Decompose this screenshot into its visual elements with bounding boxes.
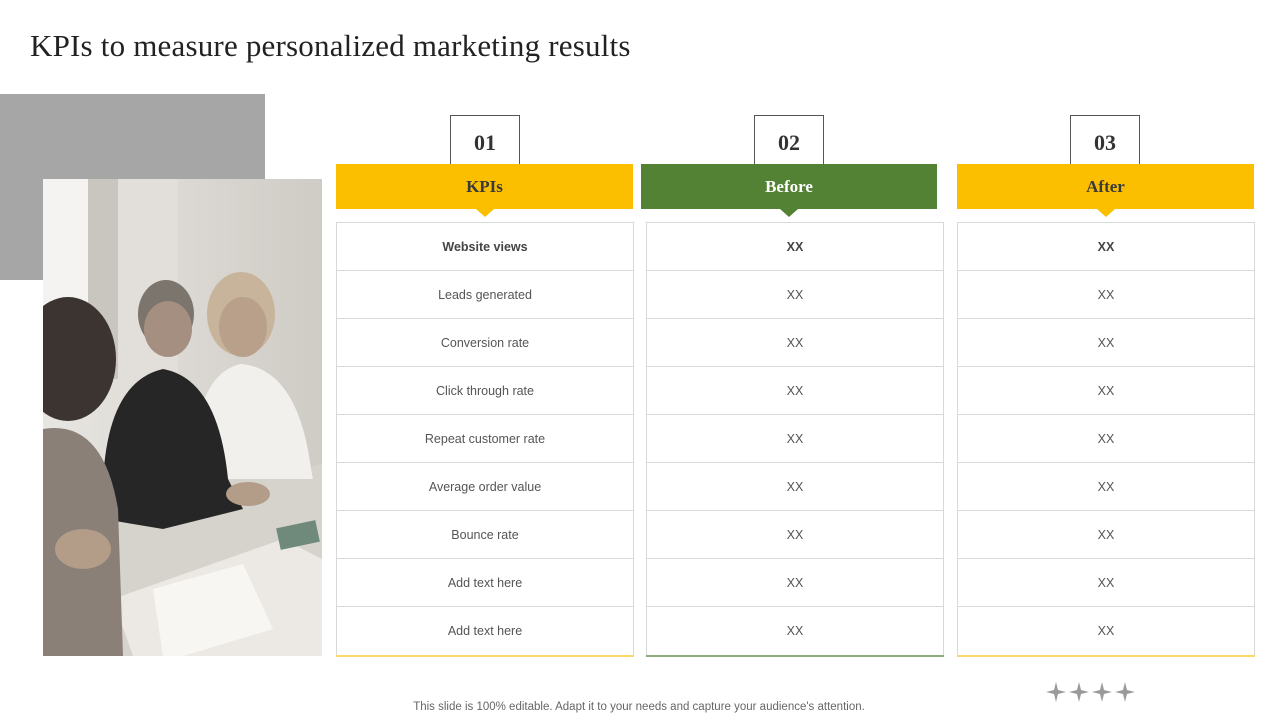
table-cell: XX bbox=[647, 415, 943, 463]
table-cell: XX bbox=[647, 223, 943, 271]
table-cell: XX bbox=[958, 463, 1254, 511]
column-number-03: 03 bbox=[1070, 115, 1140, 164]
sparkle-star-icon bbox=[1069, 682, 1089, 702]
sparkle-star-icon bbox=[1115, 682, 1135, 702]
table-cell: XX bbox=[647, 559, 943, 607]
business-meeting-photo bbox=[43, 179, 322, 656]
column-header-after: After bbox=[957, 164, 1254, 217]
table-cell: XX bbox=[647, 463, 943, 511]
table-cell: XX bbox=[958, 415, 1254, 463]
kpis-list: Website views Leads generated Conversion… bbox=[336, 222, 634, 656]
table-cell: Conversion rate bbox=[337, 319, 633, 367]
table-cell: Add text here bbox=[447, 624, 523, 638]
sparkle-star-icon bbox=[1092, 682, 1112, 702]
slide-title: KPIs to measure personalized marketing r… bbox=[30, 28, 631, 63]
footer-text: This slide is 100% editable. Adapt it to… bbox=[413, 701, 865, 713]
table-cell: XX bbox=[958, 367, 1254, 415]
table-cell: XX bbox=[647, 319, 943, 367]
column-number-01: 01 bbox=[450, 115, 520, 164]
table-cell: XX bbox=[647, 271, 943, 319]
table-cell: Average order value bbox=[337, 463, 633, 511]
footer-note: This slide is 100% editable. Adapt it to… bbox=[0, 701, 1280, 713]
column-bottom-line bbox=[646, 655, 944, 657]
column-number-02: 02 bbox=[754, 115, 824, 164]
table-cell: Website views bbox=[337, 223, 633, 271]
table-cell: Bounce rate bbox=[337, 511, 633, 559]
table-cell: Repeat customer rate bbox=[337, 415, 633, 463]
table-cell: XX bbox=[958, 223, 1254, 271]
table-cell: XX bbox=[647, 367, 943, 415]
after-list: XX XX XX XX XX XX XX XX XX bbox=[957, 222, 1255, 656]
table-cell: Leads generated bbox=[337, 271, 633, 319]
column-bottom-line bbox=[336, 655, 634, 657]
table-cell: XX bbox=[647, 511, 943, 559]
column-bottom-line bbox=[957, 655, 1255, 657]
table-cell: XX bbox=[958, 271, 1254, 319]
column-header-before: Before bbox=[641, 164, 937, 217]
table-cell: XX bbox=[786, 624, 804, 638]
table-cell: XX bbox=[958, 319, 1254, 367]
before-list: XX XX XX XX XX XX XX XX XX bbox=[646, 222, 944, 656]
table-cell: Add text here bbox=[337, 559, 633, 607]
table-cell: XX bbox=[1097, 624, 1115, 638]
table-cell: XX bbox=[958, 559, 1254, 607]
column-header-kpis: KPIs bbox=[336, 164, 633, 217]
sparkle-star-icon bbox=[1046, 682, 1066, 702]
table-cell: XX bbox=[958, 511, 1254, 559]
four-sparkle-stars-icon bbox=[1046, 682, 1135, 702]
table-cell: Click through rate bbox=[337, 367, 633, 415]
